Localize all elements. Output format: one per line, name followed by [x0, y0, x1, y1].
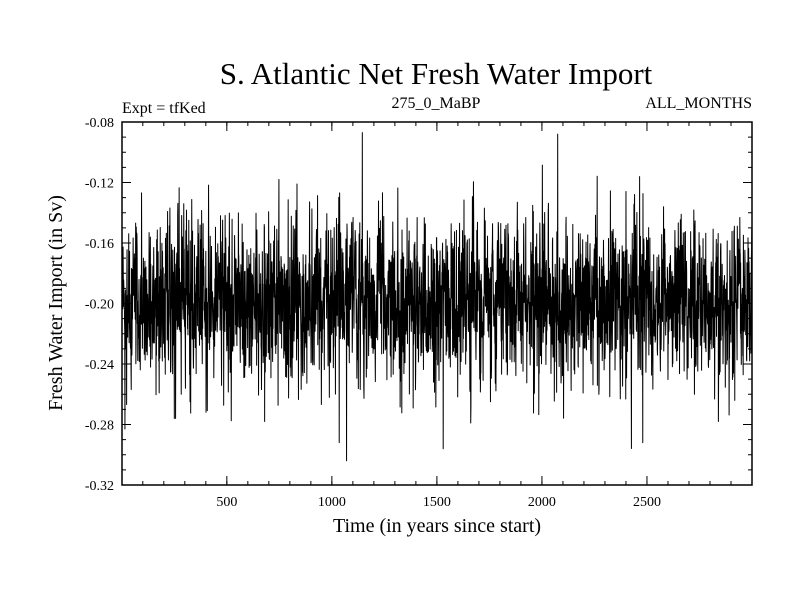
data-series [121, 132, 753, 462]
x-tick-label: 500 [216, 495, 237, 510]
x-tick-label: 2000 [528, 495, 556, 510]
y-tick-label: -0.16 [85, 237, 114, 252]
axis-ticks: -0.08 -0.12 -0.16 -0.20 -0.24 -0.28 -0.32 500 10… [85, 116, 752, 510]
period-label: 275_0_MaBP [392, 95, 481, 112]
y-tick-label: -0.24 [85, 358, 114, 373]
chart-title: S. Atlantic Net Fresh Water Import [220, 56, 653, 91]
months-label: ALL_MONTHS [645, 95, 752, 112]
x-tick-label: 1500 [423, 495, 451, 510]
series-line [121, 132, 753, 462]
y-tick-label: -0.08 [85, 116, 114, 131]
y-tick-label: -0.28 [85, 419, 114, 434]
y-tick-label: -0.32 [85, 479, 114, 494]
x-tick-label: 2500 [633, 495, 661, 510]
x-axis-label: Time (in years since start) [333, 515, 541, 537]
y-tick-label: -0.12 [85, 177, 114, 192]
y-axis-label: Fresh Water Import (in Sv) [45, 195, 67, 411]
experiment-label: Expt = tfKed [122, 100, 206, 117]
y-tick-label: -0.20 [85, 298, 114, 313]
x-tick-label: 1000 [318, 495, 346, 510]
